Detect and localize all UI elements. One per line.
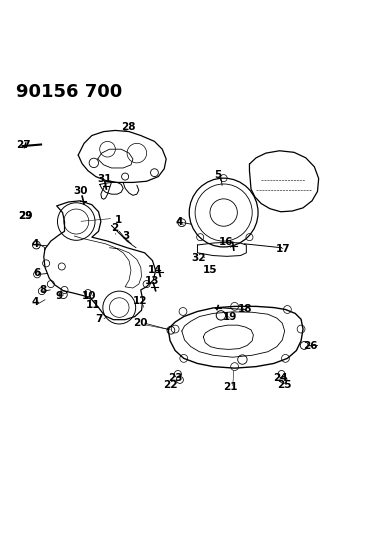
Text: 29: 29 [18,211,32,221]
Text: 5: 5 [215,171,222,180]
Text: 18: 18 [238,304,253,314]
Text: 1: 1 [115,215,122,225]
Text: 16: 16 [219,237,233,247]
Text: 15: 15 [203,264,218,274]
Text: 4: 4 [32,297,39,308]
Text: 2: 2 [111,223,118,233]
Text: 4: 4 [32,239,39,249]
Text: 90156 700: 90156 700 [16,83,122,101]
Text: 20: 20 [133,318,147,328]
Text: 28: 28 [121,122,136,132]
Text: 7: 7 [96,314,103,324]
Text: 12: 12 [133,296,147,306]
Text: 21: 21 [222,382,237,392]
Text: 19: 19 [223,312,237,321]
Text: 25: 25 [277,381,292,390]
Text: 23: 23 [168,373,183,383]
Text: 8: 8 [39,285,47,295]
Text: 9: 9 [55,291,62,301]
Text: 4: 4 [176,216,183,227]
Text: 30: 30 [73,187,88,197]
Text: 26: 26 [303,341,317,351]
Text: 22: 22 [163,381,178,390]
Text: 31: 31 [97,174,112,183]
Text: 29: 29 [18,211,32,221]
Text: 32: 32 [191,253,206,263]
Text: 11: 11 [86,300,100,310]
Text: 27: 27 [16,140,31,150]
Text: 13: 13 [144,276,159,286]
Text: 3: 3 [122,231,129,241]
Text: 10: 10 [82,291,97,301]
Text: 17: 17 [276,244,291,254]
Text: 14: 14 [148,264,163,274]
Text: 6: 6 [33,268,40,278]
Text: 24: 24 [273,373,288,383]
